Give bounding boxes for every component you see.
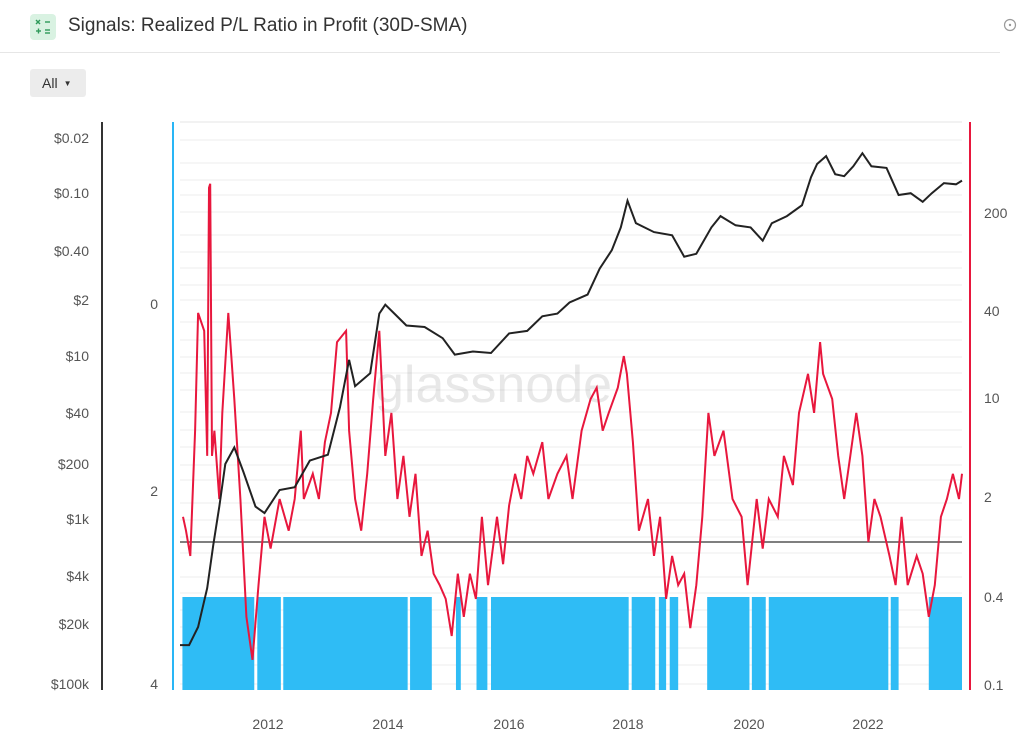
price-tick-label: $200	[58, 456, 89, 472]
price-tick-label: $4k	[66, 568, 90, 584]
time-range-label: All	[42, 75, 58, 91]
x-tick-label: 2018	[612, 716, 643, 732]
panel-header: Signals: Realized P/L Ratio in Profit (3…	[0, 0, 1017, 53]
ratio-tick-label: 10	[984, 390, 1000, 406]
price-tick-label: $1k	[66, 511, 90, 527]
ratio-tick-label: 200	[984, 205, 1008, 221]
signal-bar-12	[768, 597, 889, 690]
calculator-icon	[30, 14, 56, 40]
x-tick-label: 2020	[733, 716, 764, 732]
price-tick-label: $40	[66, 405, 90, 421]
price-tick-label: $100k	[51, 676, 90, 692]
signal-bar-2	[283, 597, 408, 690]
ratio-series-line	[182, 183, 963, 660]
price-tick-label: $0.10	[54, 185, 89, 201]
ratio-tick-label: 40	[984, 303, 1000, 319]
price-tick-label: $2	[73, 292, 89, 308]
price-tick-label: $10	[66, 348, 90, 364]
ratio-tick-label: 0.1	[984, 677, 1004, 693]
signal-tick-label: 0	[150, 296, 158, 312]
ratio-tick-label: 2	[984, 489, 992, 505]
x-tick-label: 2022	[852, 716, 883, 732]
signal-bar-7	[631, 597, 656, 690]
signal-bar-13	[890, 597, 899, 690]
signal-tick-label: 2	[150, 483, 158, 499]
x-tick-label: 2014	[372, 716, 403, 732]
axis-ticks: $0.02 $0.10 $0.40 $2 $10 $40 $200 $1k $4k $20k $10…	[51, 130, 1008, 732]
x-tick-label: 2012	[252, 716, 283, 732]
signal-bar-6	[490, 597, 629, 690]
chart-title: Signals: Realized P/L Ratio in Profit (3…	[68, 15, 468, 36]
signal-tick-label: 4	[150, 676, 158, 692]
signal-bar-4	[455, 597, 461, 690]
info-icon[interactable]	[1003, 18, 1017, 32]
signal-bar-9	[669, 597, 679, 690]
signal-bars	[182, 597, 962, 690]
signal-bar-14	[928, 597, 962, 690]
watermark: glassnode	[375, 356, 612, 414]
price-series-line	[180, 151, 963, 647]
signal-bar-5	[476, 597, 488, 690]
signal-bar-3	[410, 597, 432, 690]
signal-bar-8	[658, 597, 667, 690]
signal-bar-0	[182, 597, 255, 690]
price-tick-label: $0.02	[54, 130, 89, 146]
signal-bar-10	[707, 597, 750, 690]
price-tick-label: $20k	[59, 616, 90, 632]
time-range-dropdown[interactable]: All ▼	[30, 69, 86, 97]
x-tick-label: 2016	[493, 716, 524, 732]
caret-down-icon: ▼	[63, 79, 72, 88]
ratio-tick-label: 0.4	[984, 589, 1004, 605]
signal-bar-1	[257, 597, 281, 690]
price-tick-label: $0.40	[54, 243, 89, 259]
signal-bar-11	[751, 597, 766, 690]
